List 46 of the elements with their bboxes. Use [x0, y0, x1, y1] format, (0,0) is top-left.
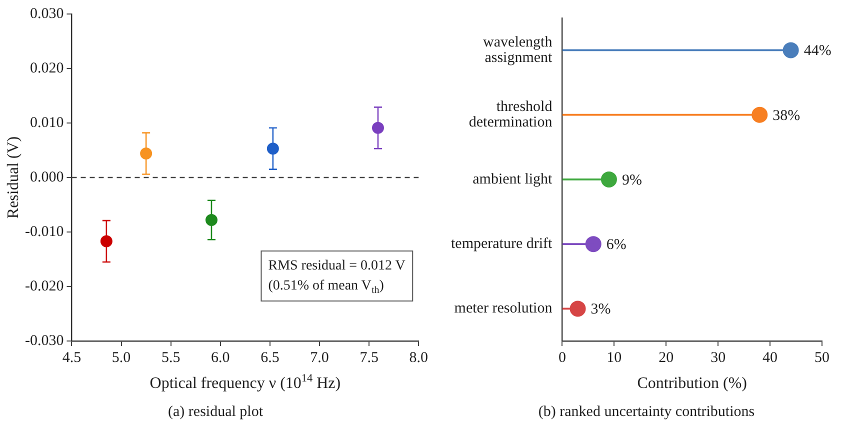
x-tick-label: 40 — [762, 350, 778, 366]
y-tick-label: -0.030 — [24, 332, 64, 349]
point — [100, 235, 112, 248]
x-tick-label: 20 — [658, 350, 674, 366]
x-tick-label: 7.0 — [310, 350, 329, 366]
data-label: 44% — [804, 43, 832, 60]
point — [752, 106, 768, 123]
y-tick-label: -0.010 — [24, 224, 64, 240]
x-tick-label: 5.0 — [112, 350, 131, 366]
y-tick-label: wavelength assignment — [483, 34, 554, 66]
y-tick-label: 0.010 — [30, 114, 64, 131]
x-tick-label: 6.0 — [211, 350, 230, 366]
y-tick-label: temperature drift — [450, 236, 554, 252]
y-tick-label: 0.030 — [30, 6, 64, 22]
data-label: 6% — [606, 237, 626, 253]
x-tick-label: 5.5 — [161, 350, 180, 366]
x-tick-label: 0 — [558, 350, 566, 366]
data-label: 9% — [622, 172, 642, 188]
y-tick-label: 0.000 — [30, 169, 64, 186]
y-tick-label: ambient light — [472, 171, 554, 188]
text: (b) ranked uncertainty contributions — [537, 404, 756, 421]
data-label: 3% — [590, 302, 611, 318]
data-label: 38% — [772, 108, 800, 124]
point — [570, 300, 586, 317]
point — [266, 142, 279, 155]
x-axis-title: Contribution (%) — [637, 375, 747, 392]
x-tick-label: 4.5 — [62, 350, 82, 366]
annotation: RMS residual = 0.012 V — [268, 258, 406, 274]
x-tick-label: 50 — [814, 350, 830, 366]
y-tick-label: meter resolution — [454, 300, 553, 317]
x-tick-label: 7.5 — [360, 350, 378, 366]
y-tick-label: -0.020 — [24, 278, 64, 294]
text: (a) residual plot — [167, 404, 264, 421]
x-tick-label: 8.0 — [409, 350, 428, 366]
x-tick-label: 6.5 — [260, 350, 280, 366]
point — [600, 171, 617, 188]
point — [140, 148, 152, 160]
x-tick-label: 30 — [710, 350, 726, 366]
point — [585, 236, 602, 252]
point — [205, 214, 218, 226]
y-tick-label: 0.020 — [30, 60, 64, 76]
point — [372, 122, 384, 134]
y-tick-label: threshold determination — [468, 98, 553, 131]
point — [782, 42, 799, 58]
y-axis-title: Residual (V) — [5, 136, 22, 219]
x-tick-label: 10 — [606, 350, 622, 366]
